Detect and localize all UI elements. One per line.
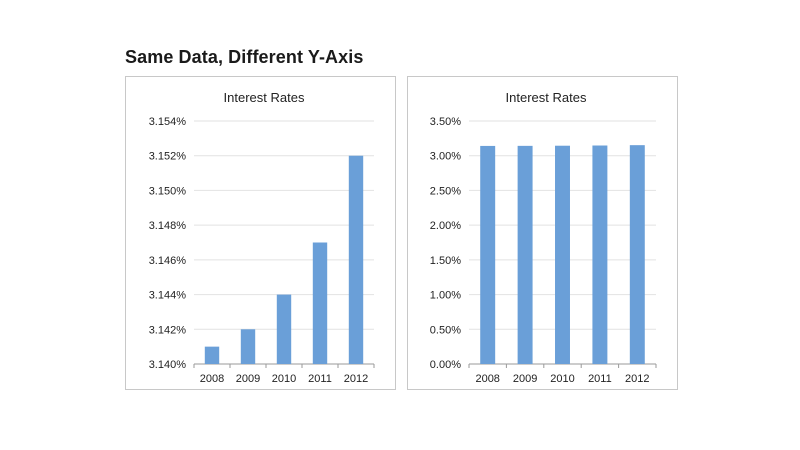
x-tick-label: 2008 xyxy=(475,373,499,385)
y-tick-label: 1.50% xyxy=(430,255,461,267)
chart-panel-left: Interest Rates 3.140% 3.142% 3.144% 3.146% 3.… xyxy=(125,76,396,390)
bar-2012 xyxy=(629,145,645,364)
y-tick-label: 3.142% xyxy=(149,324,187,336)
y-tick-label: 3.00% xyxy=(430,151,461,163)
y-tick-label: 0.50% xyxy=(430,324,461,336)
bar-2011 xyxy=(592,145,608,364)
y-tick-label: 1.00% xyxy=(430,290,461,302)
chart-title: Interest Rates xyxy=(224,90,305,105)
bar-2008 xyxy=(480,145,496,364)
bar-2012 xyxy=(348,155,364,364)
bar-2010 xyxy=(555,145,570,364)
bar-2008 xyxy=(204,346,220,364)
x-tick-label: 2009 xyxy=(236,373,260,385)
x-tick-label: 2011 xyxy=(588,373,612,385)
y-tick-label: 3.152% xyxy=(149,151,187,163)
y-tick-label: 3.50% xyxy=(430,116,461,128)
x-tick-label: 2012 xyxy=(625,373,649,385)
y-tick-label: 3.140% xyxy=(149,359,187,371)
chart-title: Interest Rates xyxy=(506,90,587,105)
x-tick-label: 2010 xyxy=(550,373,574,385)
y-tick-label: 2.50% xyxy=(430,185,461,197)
y-tick-label: 3.148% xyxy=(149,220,187,232)
bar-2011 xyxy=(312,242,328,364)
x-tick-label: 2012 xyxy=(344,373,368,385)
x-tick-label: 2011 xyxy=(308,373,332,385)
x-tick-label: 2008 xyxy=(200,373,224,385)
y-tick-label: 2.00% xyxy=(430,220,461,232)
chart-panel-right: Interest Rates 0.00% 0.50% 1.00% 1.50% 2.00% 2… xyxy=(407,76,678,390)
y-tick-label: 0.00% xyxy=(430,359,461,371)
x-tick-label: 2010 xyxy=(272,373,296,385)
x-tick-label: 2009 xyxy=(513,373,537,385)
y-tick-label: 3.144% xyxy=(149,290,187,302)
bar-2010 xyxy=(276,294,292,364)
y-tick-label: 3.154% xyxy=(149,116,187,128)
chart-left: Interest Rates 3.140% 3.142% 3.144% 3.146% 3.… xyxy=(149,90,375,385)
page-title: Same Data, Different Y-Axis xyxy=(125,47,364,67)
chart-right: Interest Rates 0.00% 0.50% 1.00% 1.50% 2.00% 2… xyxy=(430,90,657,385)
bar-2009 xyxy=(517,145,533,364)
bar-2009 xyxy=(240,329,256,364)
y-tick-label: 3.150% xyxy=(149,185,187,197)
y-tick-label: 3.146% xyxy=(149,255,187,267)
